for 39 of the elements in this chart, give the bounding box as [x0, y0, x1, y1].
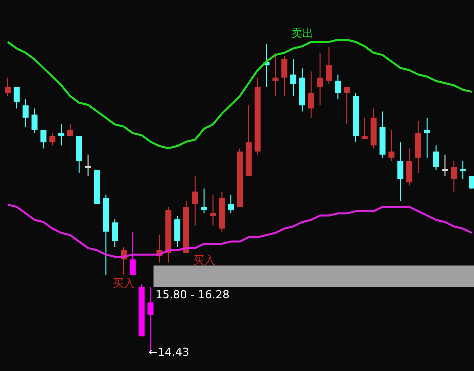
candlestick: [451, 160, 458, 192]
annotation: 买入: [193, 254, 216, 267]
candlestick: [67, 124, 74, 137]
candlestick: [442, 154, 448, 177]
annotation: 卖出: [291, 27, 314, 40]
candlestick: [326, 46, 332, 85]
candlestick: [192, 176, 198, 226]
candlestick: [424, 117, 430, 158]
band-label: 15.80 - 16.28: [156, 288, 230, 302]
candlestick: [210, 194, 216, 226]
candlestick: [112, 219, 118, 248]
candlestick: [460, 160, 466, 180]
annotation: ←14.43: [148, 346, 190, 359]
candlestick: [228, 194, 234, 214]
candlestick: [433, 145, 440, 171]
candlestick: [398, 142, 404, 202]
candlestick: [58, 124, 65, 146]
candlestick: [388, 130, 395, 162]
candlestick: [22, 98, 29, 128]
candlestick: [50, 132, 56, 146]
candlestick: [40, 130, 47, 150]
candlestick: [406, 148, 413, 186]
candlestick: [362, 117, 368, 140]
candlestick: [14, 86, 20, 110]
candlestick: [317, 52, 324, 106]
candlestick: [469, 176, 474, 190]
candlestick: [272, 52, 279, 97]
candlestick: [130, 231, 136, 276]
candlestick: [344, 86, 350, 125]
candlestick: [201, 188, 208, 214]
candlestick: [32, 108, 38, 134]
candlestick: [282, 56, 288, 97]
candlestick: [85, 154, 92, 177]
candlestick: [308, 71, 314, 118]
candlestick: [290, 58, 297, 97]
candlestick: [5, 77, 11, 97]
candlestick: [335, 74, 342, 100]
candlestick: [174, 216, 181, 248]
annotation: 买入: [113, 277, 135, 290]
